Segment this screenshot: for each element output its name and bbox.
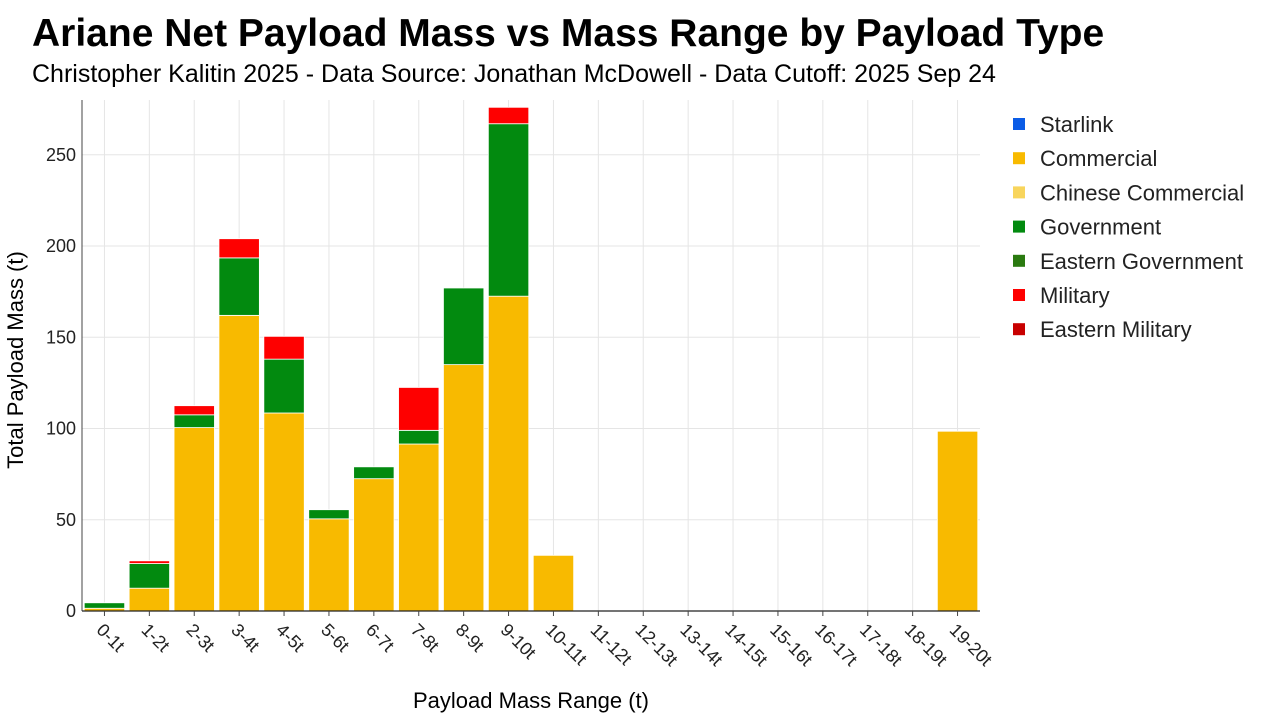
- grid: [82, 100, 980, 611]
- legend-swatch: [1013, 186, 1025, 199]
- y-tick-label: 100: [46, 419, 76, 439]
- bar-segment-commercial: [128, 587, 170, 612]
- legend-label: Commercial: [1040, 146, 1157, 171]
- bar-segment-commercial: [487, 295, 530, 612]
- bar-segment-commercial: [308, 518, 350, 612]
- bar-segment-government: [308, 509, 350, 520]
- x-tick-label: 0-1t: [93, 620, 129, 656]
- y-tick-label: 50: [56, 510, 76, 530]
- bar-segment-government: [353, 466, 395, 480]
- legend-label: Eastern Military: [1040, 317, 1192, 342]
- bar-segment-commercial: [532, 554, 575, 612]
- x-tick-label: 4-5t: [272, 620, 308, 656]
- x-tick-label: 18-19t: [901, 620, 951, 670]
- bar-segment-commercial: [218, 314, 260, 612]
- chart-title: Ariane Net Payload Mass vs Mass Range by…: [32, 12, 1105, 55]
- x-tick-label: 1-2t: [138, 620, 174, 656]
- bar-segment-commercial: [173, 427, 215, 612]
- bar-segment-commercial: [398, 443, 440, 612]
- bar-segment-military: [398, 387, 440, 431]
- bar-segment-military: [128, 560, 170, 564]
- legend: Starlink Commercial Chinese Commercial Gove…: [1013, 112, 1244, 342]
- bar-segment-military: [218, 238, 260, 259]
- x-tick-label: 15-16t: [766, 620, 816, 670]
- x-tick-label: 10-11t: [542, 620, 591, 669]
- legend-label: Government: [1040, 215, 1161, 240]
- bar-segment-government: [128, 563, 170, 589]
- chart-subtitle: Christopher Kalitin 2025 - Data Source: …: [32, 60, 996, 88]
- legend-swatch: [1013, 254, 1025, 267]
- legend-swatch: [1013, 289, 1025, 301]
- bar-segment-government: [487, 123, 530, 297]
- x-tick-label: 11-12t: [587, 620, 636, 669]
- x-tick-label: 19-20t: [946, 620, 996, 670]
- legend-swatch: [1013, 323, 1025, 336]
- bar-segment-government: [443, 287, 485, 366]
- y-tick-label: 150: [46, 327, 76, 347]
- x-tick-label: 3-4t: [227, 620, 263, 656]
- x-tick-label: 9-10t: [497, 620, 540, 663]
- x-tick-label: 8-9t: [452, 620, 488, 656]
- y-tick-label: 200: [46, 236, 76, 256]
- bar-segment-military: [487, 106, 530, 125]
- bars: [83, 106, 979, 612]
- x-tick-label: 12-13t: [631, 620, 681, 670]
- y-tick-label: 0: [66, 601, 76, 621]
- x-tick-label: 5-6t: [317, 620, 353, 656]
- bar-segment-military: [263, 335, 305, 360]
- y-tick-label: 250: [46, 145, 76, 165]
- bar-segment-commercial: [936, 430, 979, 612]
- x-tick-label: 14-15t: [721, 620, 771, 670]
- bar-segment-government: [263, 358, 305, 414]
- legend-label: Military: [1040, 283, 1110, 308]
- x-tick-label: 13-14t: [676, 620, 726, 670]
- bar-segment-government: [398, 429, 440, 445]
- legend-swatch: [1013, 220, 1025, 233]
- x-tick-label: 16-17t: [811, 620, 861, 670]
- bar-segment-commercial: [263, 412, 305, 612]
- x-tick-label: 17-18t: [856, 620, 906, 670]
- bar-segment-government: [218, 257, 260, 316]
- x-tick-label: 7-8t: [407, 620, 443, 656]
- y-axis-title: Total Payload Mass (t): [3, 251, 28, 469]
- bar-segment-commercial: [443, 364, 485, 612]
- x-axis-title: Payload Mass Range (t): [413, 688, 649, 713]
- bar-segment-commercial: [353, 478, 395, 612]
- legend-label: Chinese Commercial: [1040, 180, 1244, 205]
- bar-segment-military: [173, 405, 215, 416]
- legend-label: Starlink: [1040, 112, 1114, 137]
- legend-label: Eastern Government: [1040, 249, 1243, 274]
- legend-swatch: [1013, 152, 1025, 165]
- bar-segment-government: [173, 414, 215, 428]
- bar-segment-government: [83, 602, 126, 609]
- x-tick-label: 2-3t: [182, 620, 218, 656]
- x-tick-label: 6-7t: [362, 620, 398, 656]
- legend-swatch: [1013, 118, 1025, 130]
